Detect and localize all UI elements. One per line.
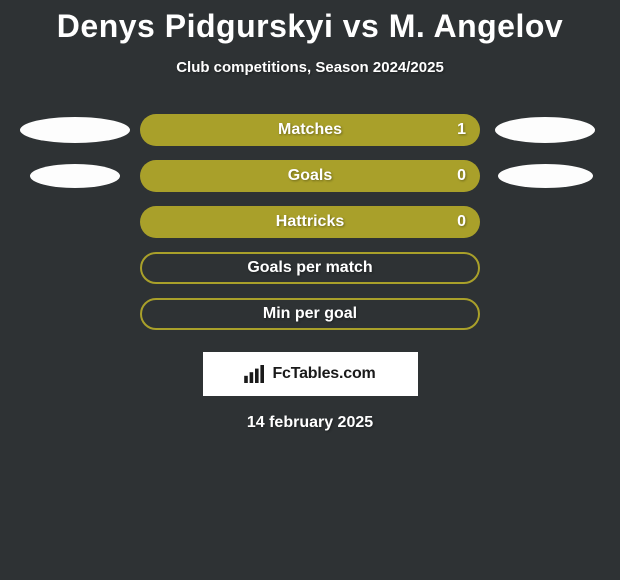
right-side: [480, 117, 610, 143]
stat-value: 0: [457, 167, 466, 185]
logo-text: FcTables.com: [272, 365, 375, 383]
stat-value: 0: [457, 213, 466, 231]
logo-box: FcTables.com: [203, 352, 418, 396]
left-side: [10, 164, 140, 188]
stat-rows: Matches 1 Goals 0 Hattricks 0 Goals per match M…: [0, 114, 620, 330]
title-vs: vs: [343, 8, 380, 44]
ellipse-icon: [30, 164, 120, 188]
player-b-name: M. Angelov: [389, 8, 563, 44]
subtitle: Club competitions, Season 2024/2025: [0, 59, 620, 76]
stat-label: Min per goal: [263, 305, 357, 323]
stat-row: Matches 1: [0, 114, 620, 146]
left-side: [10, 117, 140, 143]
stat-label: Matches: [278, 121, 342, 139]
stat-label: Goals per match: [247, 259, 372, 277]
stat-bar: Goals 0: [140, 160, 480, 192]
stat-row: Min per goal: [0, 298, 620, 330]
bars-icon: [244, 365, 266, 383]
stat-row: Goals per match: [0, 252, 620, 284]
stat-bar: Min per goal: [140, 298, 480, 330]
ellipse-icon: [498, 164, 593, 188]
stat-label: Hattricks: [276, 213, 344, 231]
stat-row: Goals 0: [0, 160, 620, 192]
ellipse-icon: [20, 117, 130, 143]
comparison-infographic: Denys Pidgurskyi vs M. Angelov Club comp…: [0, 0, 620, 580]
player-a-name: Denys Pidgurskyi: [57, 8, 334, 44]
stat-row: Hattricks 0: [0, 206, 620, 238]
stat-bar: Goals per match: [140, 252, 480, 284]
footer-date: 14 february 2025: [0, 414, 620, 432]
page-title: Denys Pidgurskyi vs M. Angelov: [0, 0, 620, 45]
ellipse-icon: [495, 117, 595, 143]
stat-bar: Matches 1: [140, 114, 480, 146]
stat-value: 1: [457, 121, 466, 139]
stat-label: Goals: [288, 167, 332, 185]
stat-bar: Hattricks 0: [140, 206, 480, 238]
right-side: [480, 164, 610, 188]
